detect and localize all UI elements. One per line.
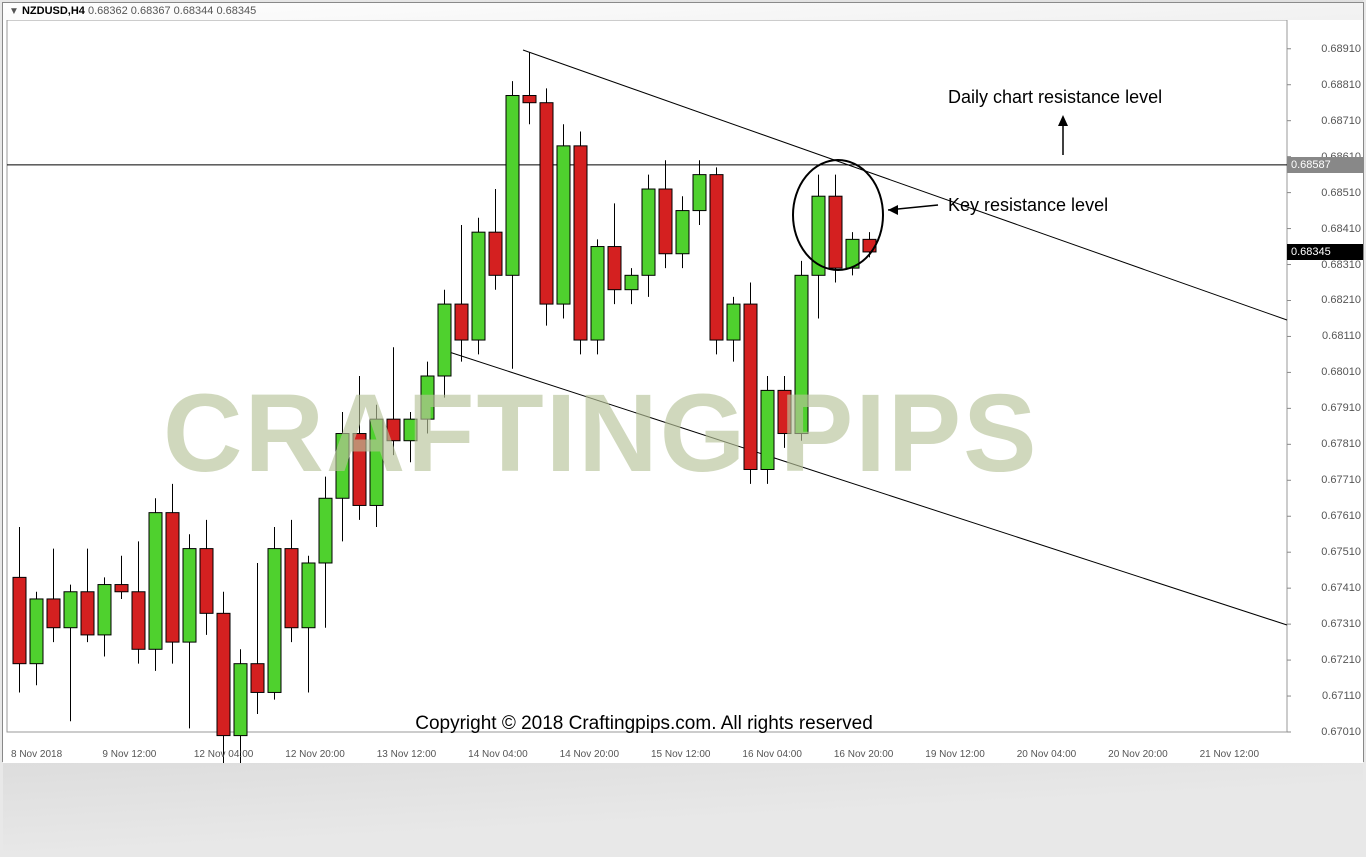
annotation-daily-resistance: Daily chart resistance level	[948, 87, 1162, 108]
price-tick: 0.67810	[1321, 438, 1361, 450]
time-tick: 20 Nov 20:00	[1108, 749, 1168, 760]
price-tick: 0.67610	[1321, 510, 1361, 522]
time-tick: 8 Nov 2018	[11, 749, 62, 760]
time-tick: 19 Nov 12:00	[925, 749, 985, 760]
price-tick: 0.67210	[1321, 654, 1361, 666]
price-tick: 0.68110	[1322, 330, 1361, 342]
time-tick: 16 Nov 04:00	[742, 749, 802, 760]
price-tick: 0.67310	[1321, 618, 1361, 630]
time-tick: 9 Nov 12:00	[102, 749, 156, 760]
price-tick: 0.68510	[1321, 187, 1361, 199]
price-tick: 0.68210	[1321, 294, 1361, 306]
symbol-title: ▼ NZDUSD,H4 0.68362 0.68367 0.68344 0.68…	[9, 5, 256, 17]
time-tick: 14 Nov 20:00	[560, 749, 620, 760]
time-tick: 13 Nov 12:00	[377, 749, 437, 760]
price-tick: 0.67410	[1321, 582, 1361, 594]
watermark-text: CRAFTING PIPS	[163, 370, 1039, 497]
time-tick: 21 Nov 12:00	[1200, 749, 1260, 760]
price-tick: 0.67010	[1321, 726, 1361, 738]
copyright-text: Copyright © 2018 Craftingpips.com. All r…	[3, 713, 1285, 735]
chart-plot-area[interactable]: CRAFTING PIPS Daily chart resistance lev…	[3, 20, 1363, 763]
price-tick: 0.68810	[1321, 79, 1361, 91]
price-tick: 0.68410	[1321, 223, 1361, 235]
time-tick: 12 Nov 04:00	[194, 749, 254, 760]
price-tick: 0.67910	[1321, 402, 1361, 414]
price-tick: 0.67510	[1321, 546, 1361, 558]
price-marker-current: 0.68345	[1287, 244, 1363, 260]
price-marker-resistance: 0.68587	[1287, 157, 1363, 173]
price-tick: 0.67710	[1321, 474, 1361, 486]
price-tick: 0.67110	[1322, 690, 1361, 702]
annotation-key-resistance: Key resistance level	[948, 195, 1108, 216]
time-tick: 15 Nov 12:00	[651, 749, 711, 760]
chart-window: ▼ NZDUSD,H4 0.68362 0.68367 0.68344 0.68…	[2, 2, 1364, 762]
price-tick: 0.68010	[1321, 366, 1361, 378]
price-tick: 0.68910	[1321, 43, 1361, 55]
price-tick: 0.68310	[1321, 259, 1361, 271]
time-tick: 12 Nov 20:00	[285, 749, 345, 760]
price-tick: 0.68710	[1321, 115, 1361, 127]
time-tick: 14 Nov 04:00	[468, 749, 528, 760]
time-tick: 16 Nov 20:00	[834, 749, 894, 760]
time-tick: 20 Nov 04:00	[1017, 749, 1077, 760]
